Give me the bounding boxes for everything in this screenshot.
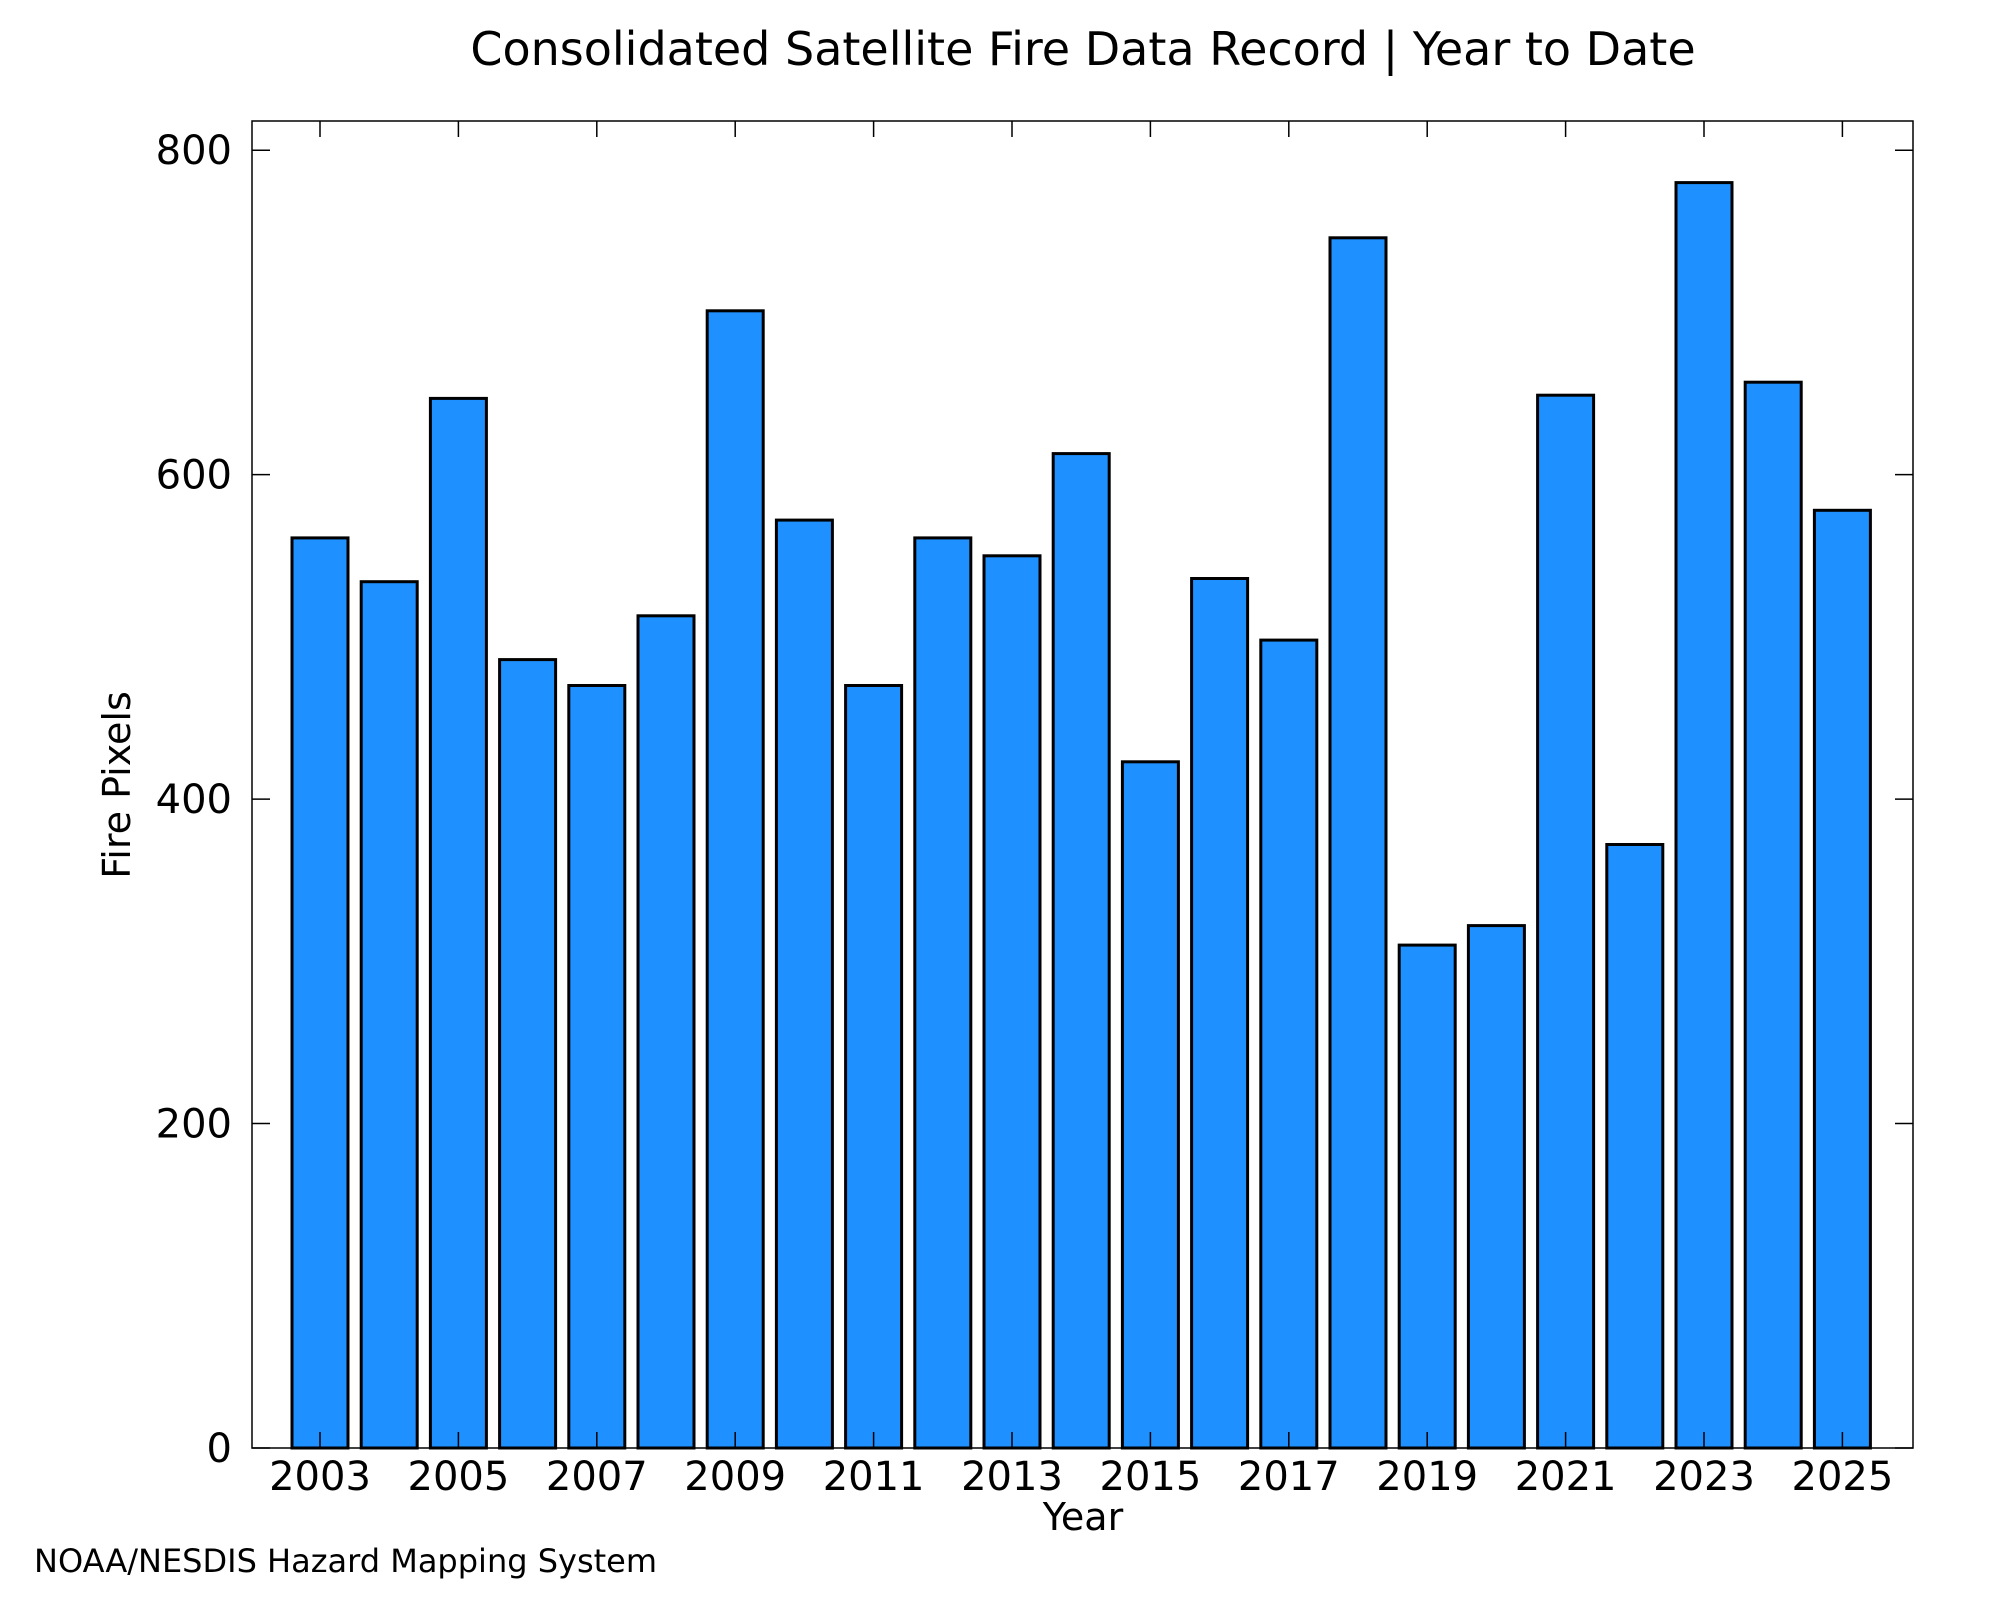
bar-2017 (1259, 638, 1319, 1450)
bar-2016 (1190, 577, 1250, 1450)
chart-title: Consolidated Satellite Fire Data Record … (470, 22, 1695, 77)
y-tick-label: 800 (156, 128, 232, 174)
bar-2015 (1120, 760, 1180, 1450)
y-tick-label: 400 (156, 777, 232, 823)
bar-2014 (1051, 452, 1111, 1450)
bar-2009 (705, 309, 765, 1450)
bar-2010 (774, 518, 834, 1450)
bar-2012 (913, 536, 973, 1450)
bar-2025 (1812, 508, 1872, 1450)
bar-2023 (1674, 181, 1734, 1450)
x-tick-label: 2025 (1792, 1454, 1894, 1500)
x-tick-label: 2011 (823, 1454, 925, 1500)
bar-2011 (844, 684, 904, 1450)
y-tick-label: 0 (207, 1426, 232, 1472)
x-tick-label: 2003 (269, 1454, 371, 1500)
x-tick-label: 2007 (546, 1454, 648, 1500)
bar-2006 (498, 658, 558, 1450)
bar-2008 (636, 614, 696, 1450)
bar-2003 (290, 536, 350, 1450)
x-tick-label: 2013 (961, 1454, 1063, 1500)
bar-2007 (567, 684, 627, 1450)
bar-2019 (1397, 943, 1457, 1450)
y-tick-label: 600 (156, 453, 232, 499)
bar-2004 (359, 580, 419, 1450)
bar-series (290, 181, 1872, 1450)
x-tick-label: 2015 (1100, 1454, 1202, 1500)
y-axis-ticks: 0 200 400 600 800 (156, 128, 1913, 1472)
bar-2021 (1536, 393, 1596, 1450)
y-tick-label: 200 (156, 1102, 232, 1148)
bar-2018 (1328, 236, 1388, 1450)
bar-2022 (1605, 843, 1665, 1450)
x-axis-ticks: 2003 2005 2007 2009 2011 2013 2015 2017 2019 2021… (269, 121, 1893, 1500)
x-tick-label: 2021 (1515, 1454, 1617, 1500)
bar-2013 (982, 554, 1042, 1450)
x-tick-label: 2019 (1376, 1454, 1478, 1500)
x-axis-title: Year (1042, 1495, 1124, 1539)
x-tick-label: 2005 (408, 1454, 510, 1500)
x-tick-label: 2009 (684, 1454, 786, 1500)
bar-2020 (1466, 924, 1526, 1450)
y-axis-title: Fire Pixels (95, 691, 139, 879)
bar-2005 (428, 396, 488, 1450)
x-tick-label: 2017 (1238, 1454, 1340, 1500)
credit-text: NOAA/NESDIS Hazard Mapping System (34, 1542, 657, 1580)
plot-frame (251, 120, 1914, 1449)
x-tick-label: 2023 (1653, 1454, 1755, 1500)
bar-2024 (1743, 380, 1803, 1450)
